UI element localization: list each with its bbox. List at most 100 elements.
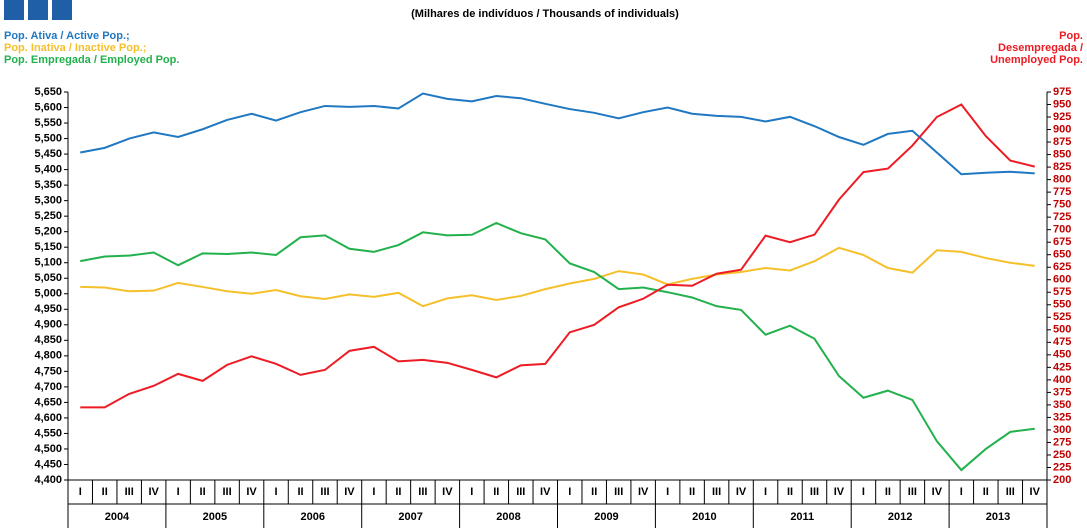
x-tick-label: III (810, 486, 819, 498)
y2-tick-label: 375 (1053, 386, 1071, 398)
legend-entry: Pop. Ativa / Active Pop.; (4, 30, 130, 42)
x-tick-label: I (79, 486, 82, 498)
x-tick-label: IV (1030, 486, 1041, 498)
x-tick-label: IV (344, 486, 355, 498)
x-tick-label: I (960, 486, 963, 498)
y2-tick-label: 825 (1053, 161, 1071, 173)
x-tick-label: IV (638, 486, 649, 498)
x-tick-label: II (787, 486, 793, 498)
x-tick-label: I (372, 486, 375, 498)
y-tick-label: 5,050 (34, 272, 62, 284)
x-tick-label: II (983, 486, 989, 498)
y-tick-label: 5,600 (34, 101, 62, 113)
y2-tick-label: 675 (1053, 236, 1071, 248)
y2-tick-label: 600 (1053, 274, 1071, 286)
y2-tick-label: 925 (1053, 111, 1071, 123)
y-tick-label: 5,200 (34, 226, 62, 238)
year-label: 2008 (496, 511, 520, 523)
y2-tick-label: 950 (1053, 98, 1071, 110)
year-label: 2004 (105, 511, 130, 523)
y2-tick-label: 425 (1053, 361, 1071, 373)
y-tick-label: 5,400 (34, 164, 62, 176)
y-tick-label: 4,650 (34, 396, 62, 408)
y-tick-label: 5,150 (34, 241, 62, 253)
year-label: 2011 (790, 511, 814, 523)
year-label: 2012 (888, 511, 912, 523)
year-label: 2005 (203, 511, 227, 523)
y2-tick-label: 800 (1053, 174, 1071, 186)
legend-entry: Pop. Inativa / Inactive Pop.; (4, 42, 147, 54)
x-tick-label: I (862, 486, 865, 498)
logo-block (28, 0, 48, 20)
series-line (80, 221, 1035, 472)
y2-tick-label: 775 (1053, 186, 1071, 198)
series-line (80, 246, 1035, 308)
y2-tick-label: 200 (1053, 474, 1071, 486)
x-tick-label: II (885, 486, 891, 498)
y2-tick-label: 500 (1053, 324, 1071, 336)
year-label: 2010 (692, 511, 716, 523)
series-line (80, 92, 1035, 176)
x-tick-label: IV (148, 486, 159, 498)
y2-tick-label: 325 (1053, 411, 1071, 423)
y2-tick-label: 550 (1053, 299, 1071, 311)
x-tick-label: III (125, 486, 134, 498)
y-tick-label: 4,600 (34, 412, 62, 424)
x-tick-label: II (689, 486, 695, 498)
y2-tick-label: 400 (1053, 374, 1071, 386)
legend-right: Pop. Desempregada / Unemployed Pop. (983, 30, 1083, 66)
x-tick-label: III (223, 486, 232, 498)
legend-entry: Pop. Empregada / Employed Pop. (4, 54, 180, 66)
y-tick-label: 5,000 (34, 288, 62, 300)
y-tick-label: 4,850 (34, 334, 62, 346)
y-tick-label: 4,450 (34, 458, 62, 470)
x-tick-label: III (418, 486, 427, 498)
y-tick-label: 5,100 (34, 257, 62, 269)
chart-subtitle: (Milhares de indivíduos / Thousands of i… (411, 8, 679, 20)
y2-tick-label: 750 (1053, 199, 1071, 211)
x-tick-label: II (591, 486, 597, 498)
x-tick-label: II (493, 486, 499, 498)
y2-tick-label: 900 (1053, 123, 1071, 135)
y-tick-label: 5,250 (34, 210, 62, 222)
x-tick-label: I (470, 486, 473, 498)
y2-tick-label: 650 (1053, 249, 1071, 261)
y-tick-label: 4,900 (34, 319, 62, 331)
y2-tick-label: 850 (1053, 148, 1071, 160)
x-tick-label: I (568, 486, 571, 498)
y2-tick-label: 525 (1053, 311, 1071, 323)
y2-tick-label: 475 (1053, 336, 1071, 348)
y-tick-label: 4,950 (34, 303, 62, 315)
x-tick-label: III (320, 486, 329, 498)
y-tick-label: 4,400 (34, 474, 62, 486)
x-tick-label: IV (736, 486, 747, 498)
y-tick-label: 4,500 (34, 443, 62, 455)
x-tick-label: III (712, 486, 721, 498)
year-label: 2013 (986, 511, 1010, 523)
x-tick-label: III (516, 486, 525, 498)
legend-entry: Pop. Desempregada / Unemployed Pop. (990, 30, 1083, 66)
x-tick-label: II (200, 486, 206, 498)
x-tick-label: II (102, 486, 108, 498)
y2-tick-label: 725 (1053, 211, 1071, 223)
y-tick-label: 5,450 (34, 148, 62, 160)
x-tick-label: I (764, 486, 767, 498)
y2-tick-label: 575 (1053, 286, 1071, 298)
x-tick-label: IV (932, 486, 943, 498)
year-label: 2007 (398, 511, 422, 523)
y-tick-label: 5,650 (34, 86, 62, 98)
x-tick-label: IV (442, 486, 453, 498)
y-tick-label: 5,350 (34, 179, 62, 191)
x-tick-label: IV (834, 486, 845, 498)
y2-tick-label: 450 (1053, 349, 1071, 361)
y2-tick-label: 225 (1053, 461, 1071, 473)
y2-tick-label: 250 (1053, 449, 1071, 461)
y2-tick-label: 975 (1053, 86, 1071, 98)
y-tick-label: 4,550 (34, 427, 62, 439)
y-tick-label: 4,700 (34, 381, 62, 393)
y2-tick-label: 275 (1053, 436, 1071, 448)
y-tick-label: 4,800 (34, 350, 62, 362)
y2-tick-label: 350 (1053, 399, 1071, 411)
x-tick-label: I (666, 486, 669, 498)
